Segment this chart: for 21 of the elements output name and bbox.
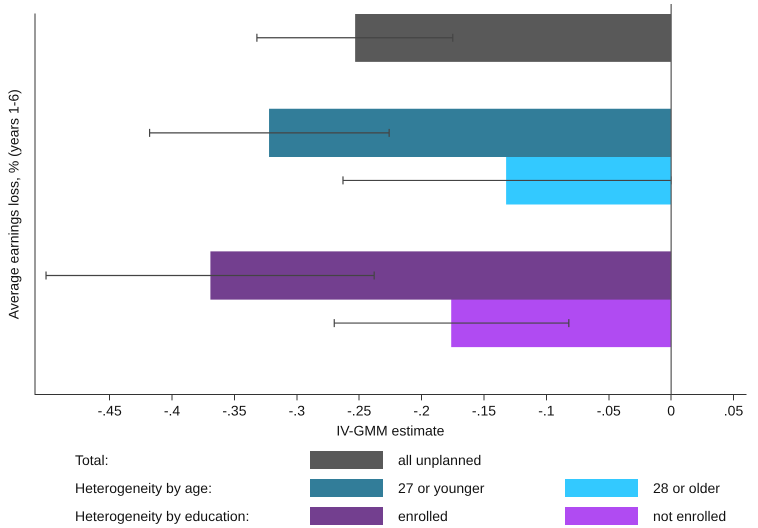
text: Heterogeneity by education: bbox=[75, 508, 250, 524]
x-tick-label: -.3 bbox=[288, 402, 306, 419]
x-tick-label: 0 bbox=[667, 402, 676, 419]
x-tick-label: -.2 bbox=[413, 402, 430, 419]
text: Heterogeneity by age: bbox=[75, 480, 212, 496]
x-tick-label: -.25 bbox=[347, 402, 372, 419]
text: not enrolled bbox=[653, 508, 726, 524]
text: enrolled bbox=[398, 508, 448, 524]
x-tick-label: .05 bbox=[724, 402, 744, 419]
x-tick-label: -.45 bbox=[98, 402, 122, 419]
x-tick-label: -.05 bbox=[596, 402, 622, 419]
x-tick-label: -.4 bbox=[164, 402, 180, 419]
x-axis-title: IV-GMM estimate bbox=[336, 422, 445, 438]
x-tick-label: -.15 bbox=[472, 402, 496, 419]
text: Total: bbox=[75, 452, 108, 468]
text: 28 or older bbox=[653, 480, 720, 496]
text: all unplanned bbox=[398, 452, 482, 468]
text: 27 or younger bbox=[398, 480, 484, 496]
x-tick-label: -.1 bbox=[538, 402, 555, 419]
y-axis-title: Average earnings loss, % (years 1-6) bbox=[5, 89, 22, 320]
x-tick-label: -.35 bbox=[222, 402, 247, 419]
